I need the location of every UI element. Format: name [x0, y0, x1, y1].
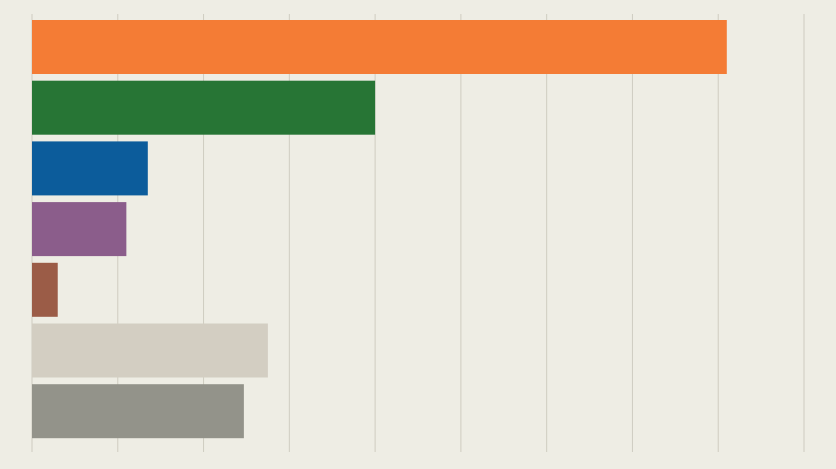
- bar-7: [32, 384, 244, 439]
- bar-5: [32, 262, 58, 317]
- bar-1: [32, 20, 727, 74]
- bar-2: [32, 80, 376, 135]
- bar-6: [32, 323, 268, 378]
- bar-4: [32, 202, 127, 257]
- bar-3: [32, 141, 148, 196]
- bars: [32, 20, 727, 439]
